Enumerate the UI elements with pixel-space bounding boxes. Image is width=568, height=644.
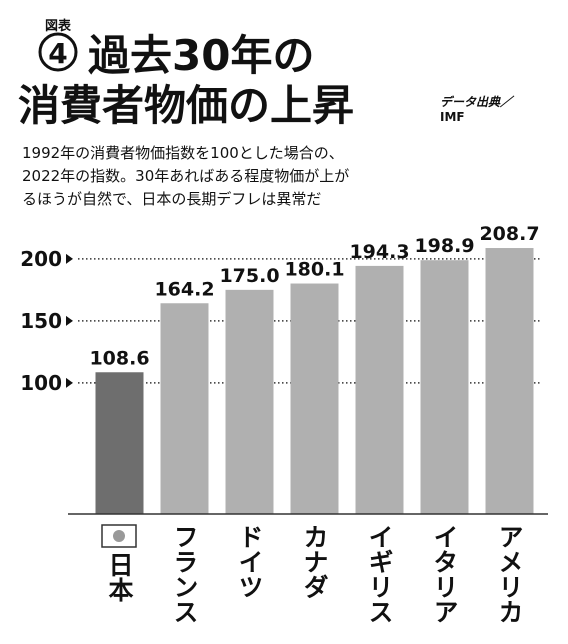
bar: [485, 248, 534, 514]
title: 消費者物価の上昇: [18, 81, 354, 130]
value-label: 194.3: [349, 241, 409, 263]
x-tick-label: イタリア: [430, 524, 459, 624]
value-label: 180.1: [284, 259, 344, 281]
bar: [355, 265, 404, 514]
value-label: 108.6: [89, 347, 149, 369]
source: データ出典／: [440, 95, 515, 109]
badge-circle: [38, 32, 78, 72]
source: IMF: [440, 110, 465, 124]
value-label: 164.2: [154, 278, 214, 300]
bar: [160, 303, 209, 514]
tick-mark: [66, 253, 73, 264]
title: 過去30年の: [88, 31, 314, 80]
flag-dot: [113, 530, 125, 542]
value-label: 198.9: [414, 235, 474, 257]
bar: [420, 260, 469, 514]
x-tick-label: フランス: [170, 524, 199, 624]
bar: [225, 289, 274, 514]
bar: [95, 372, 144, 514]
y-tick-label: 100: [20, 371, 62, 395]
subtitle: 1992年の消費者物価指数を100とした場合の、: [22, 144, 344, 162]
figure-label: 図表: [45, 18, 72, 34]
subtitle: 2022年の指数。30年あればある程度物価が上が: [22, 167, 349, 185]
x-tick-label: アメリカ: [495, 524, 524, 624]
subtitle: るほうが自然で、日本の長期デフレは異常だ: [22, 190, 321, 208]
y-tick-label: 150: [20, 309, 62, 333]
x-tick-label: イギリス: [365, 524, 394, 624]
bar: [290, 283, 339, 514]
value-label: 175.0: [219, 265, 279, 287]
y-tick-label: 200: [20, 247, 62, 271]
x-tick-label: ドイツ: [235, 524, 264, 599]
tick-mark: [66, 377, 73, 388]
figure-number: 4: [48, 37, 67, 70]
tick-mark: [66, 315, 73, 326]
x-tick-label: 日本: [105, 552, 134, 602]
value-label: 208.7: [479, 223, 539, 245]
x-tick-label: カナダ: [300, 524, 329, 599]
